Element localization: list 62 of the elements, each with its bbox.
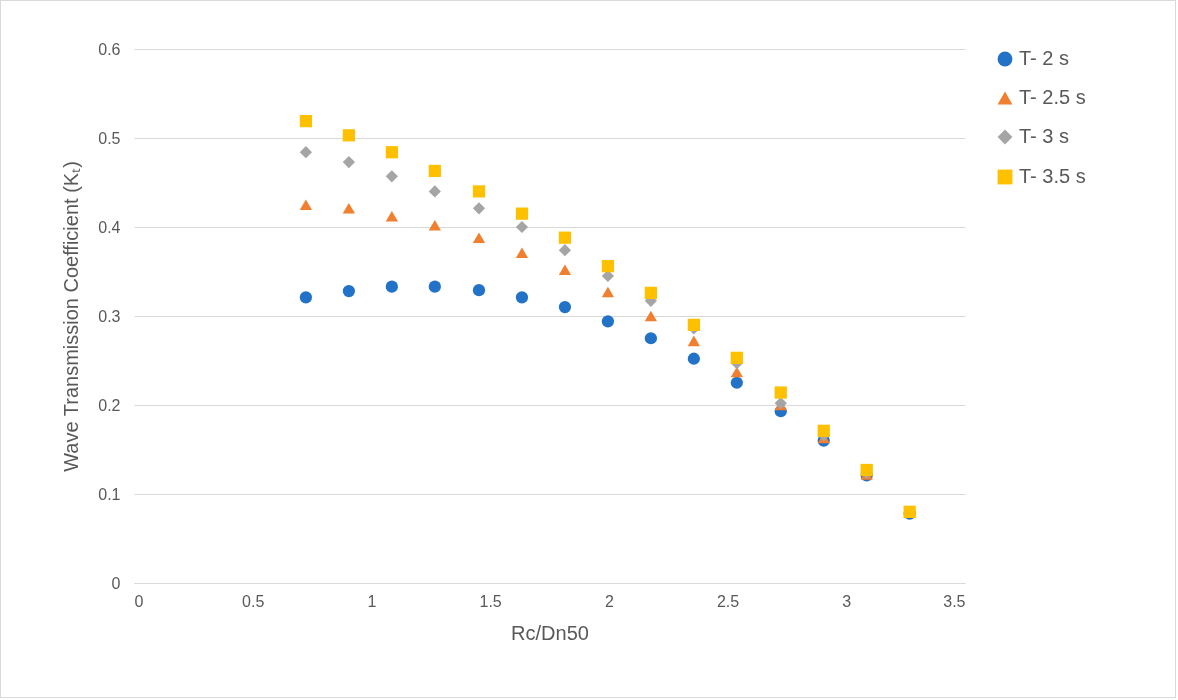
point bbox=[774, 386, 787, 399]
y-tick-label: 0.3 bbox=[98, 307, 121, 325]
x-tick-label: 1 bbox=[367, 592, 377, 610]
point bbox=[472, 185, 486, 198]
point bbox=[428, 164, 441, 178]
point bbox=[342, 203, 355, 214]
y-tick-label: 0.4 bbox=[98, 218, 121, 236]
point bbox=[515, 247, 529, 259]
point bbox=[558, 264, 572, 276]
point bbox=[385, 170, 398, 183]
point bbox=[385, 280, 398, 293]
point bbox=[644, 286, 658, 299]
y-tick-label: 0 bbox=[111, 574, 121, 592]
point bbox=[515, 220, 529, 234]
point bbox=[644, 332, 658, 345]
point bbox=[515, 207, 529, 220]
legend-label: T- 3 s bbox=[1019, 125, 1070, 147]
legend-label: T- 2.5 s bbox=[1019, 86, 1086, 108]
point bbox=[687, 318, 700, 332]
x-tick-label: 3.5 bbox=[943, 592, 966, 610]
x-tick-label: 3 bbox=[842, 592, 852, 610]
point bbox=[558, 231, 572, 244]
point bbox=[428, 185, 441, 198]
point bbox=[601, 315, 615, 328]
point bbox=[299, 114, 313, 128]
point bbox=[817, 424, 830, 437]
point bbox=[385, 146, 398, 159]
point bbox=[385, 211, 398, 222]
point bbox=[342, 284, 355, 298]
x-tick-label: 0.5 bbox=[242, 592, 265, 610]
point bbox=[687, 352, 700, 365]
legend-label: T- 3.5 s bbox=[1019, 165, 1086, 187]
point bbox=[428, 219, 441, 231]
point bbox=[558, 244, 572, 257]
point bbox=[687, 335, 700, 347]
point bbox=[342, 129, 355, 142]
x-tick-label: 0 bbox=[134, 592, 144, 610]
point bbox=[730, 351, 743, 364]
y-tick-label: 0.1 bbox=[98, 485, 121, 503]
point bbox=[644, 310, 658, 322]
point bbox=[472, 284, 486, 297]
x-tick-label: 2.5 bbox=[716, 592, 740, 610]
x-tick-label: 2 bbox=[604, 592, 614, 610]
point bbox=[601, 260, 615, 273]
point bbox=[299, 146, 313, 159]
legend-label: T- 2 s bbox=[1019, 47, 1070, 69]
point bbox=[299, 291, 313, 304]
point bbox=[342, 155, 355, 169]
point bbox=[601, 286, 615, 298]
point bbox=[730, 376, 743, 389]
point bbox=[299, 199, 313, 211]
y-tick-label: 0.2 bbox=[98, 396, 121, 414]
y-axis-title: Wave Transmission Coefficient (Kₜ) bbox=[60, 161, 83, 472]
y-tick-label: 0.5 bbox=[98, 129, 121, 147]
x-tick-label: 1.5 bbox=[479, 592, 502, 610]
point bbox=[472, 232, 486, 243]
point bbox=[558, 300, 572, 314]
y-tick-label: 0.6 bbox=[98, 40, 121, 58]
point bbox=[515, 291, 529, 304]
x-axis-title: Rc/Dn50 bbox=[511, 621, 589, 644]
point bbox=[472, 202, 486, 215]
point bbox=[428, 280, 441, 293]
